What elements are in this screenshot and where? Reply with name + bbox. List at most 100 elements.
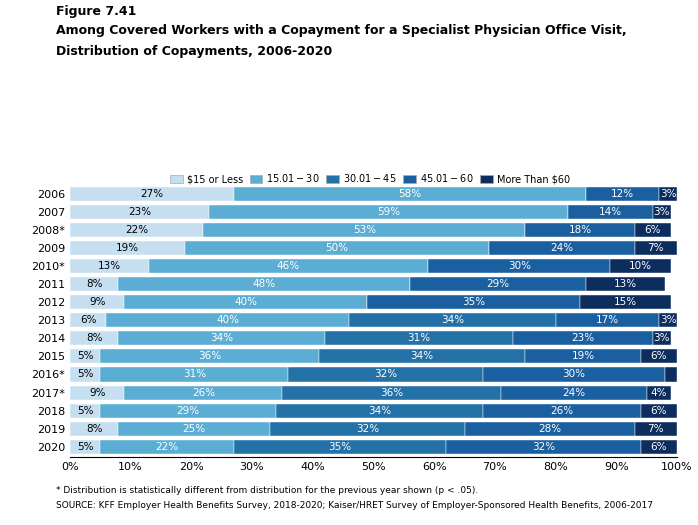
Bar	[653, 331, 671, 345]
Text: 26%: 26%	[192, 387, 215, 397]
Bar	[203, 223, 525, 237]
Text: 48%: 48%	[253, 279, 276, 289]
Bar	[659, 313, 677, 327]
Text: 12%: 12%	[611, 188, 634, 198]
Bar	[641, 349, 677, 363]
Text: 3%: 3%	[660, 188, 676, 198]
Bar	[525, 349, 641, 363]
Text: 15%: 15%	[614, 297, 637, 307]
Text: 35%: 35%	[329, 442, 352, 452]
Bar	[288, 368, 483, 382]
Bar	[119, 331, 325, 345]
Bar	[119, 277, 410, 291]
Text: 13%: 13%	[98, 261, 121, 271]
Text: 13%: 13%	[614, 279, 637, 289]
Bar	[659, 187, 677, 201]
Bar	[665, 368, 677, 382]
Bar	[270, 422, 465, 436]
Text: 30%: 30%	[563, 370, 586, 380]
Bar	[70, 259, 149, 273]
Bar	[234, 187, 586, 201]
Bar	[428, 259, 610, 273]
Bar	[70, 331, 119, 345]
Bar	[489, 241, 634, 255]
Bar	[653, 205, 671, 219]
Bar	[276, 404, 483, 418]
Text: 6%: 6%	[80, 315, 96, 326]
Bar	[634, 241, 677, 255]
Text: Distribution of Copayments, 2006-2020: Distribution of Copayments, 2006-2020	[56, 45, 332, 58]
Text: 24%: 24%	[550, 243, 573, 253]
Bar	[319, 349, 525, 363]
Text: 3%: 3%	[653, 207, 670, 217]
Text: 40%: 40%	[216, 315, 239, 326]
Bar	[101, 440, 234, 454]
Bar	[525, 223, 634, 237]
Bar	[325, 331, 513, 345]
Text: 50%: 50%	[325, 243, 348, 253]
Text: 34%: 34%	[368, 406, 391, 416]
Text: 22%: 22%	[125, 225, 148, 235]
Text: 5%: 5%	[77, 351, 94, 361]
Text: 36%: 36%	[380, 387, 403, 397]
Bar	[483, 404, 641, 418]
Text: 3%: 3%	[660, 315, 676, 326]
Text: 22%: 22%	[156, 442, 179, 452]
Bar	[70, 223, 203, 237]
Text: 17%: 17%	[595, 315, 619, 326]
Bar	[70, 241, 185, 255]
Bar	[70, 205, 209, 219]
Text: 9%: 9%	[89, 387, 105, 397]
Bar	[634, 422, 677, 436]
Bar	[149, 259, 428, 273]
Text: 7%: 7%	[648, 424, 664, 434]
Text: 36%: 36%	[198, 351, 221, 361]
Text: 19%: 19%	[572, 351, 595, 361]
Bar	[567, 205, 653, 219]
Bar	[70, 385, 124, 400]
Text: 5%: 5%	[77, 406, 94, 416]
Bar	[641, 404, 677, 418]
Text: 32%: 32%	[374, 370, 397, 380]
Bar	[70, 313, 106, 327]
Text: 6%: 6%	[651, 351, 667, 361]
Bar	[610, 259, 671, 273]
Bar	[70, 349, 101, 363]
Bar	[185, 241, 489, 255]
Text: 29%: 29%	[177, 406, 200, 416]
Text: 9%: 9%	[89, 297, 105, 307]
Legend: $15 or Less, $15.01 - $30, $30.01 - $45, $45.01 - $60, More Than $60: $15 or Less, $15.01 - $30, $30.01 - $45,…	[168, 170, 572, 186]
Bar	[106, 313, 349, 327]
Text: 6%: 6%	[651, 442, 667, 452]
Bar	[124, 385, 282, 400]
Text: 25%: 25%	[183, 424, 206, 434]
Text: 31%: 31%	[183, 370, 206, 380]
Bar	[124, 295, 367, 309]
Text: 23%: 23%	[128, 207, 151, 217]
Bar	[209, 205, 567, 219]
Bar	[556, 313, 659, 327]
Text: 34%: 34%	[441, 315, 464, 326]
Bar	[646, 385, 671, 400]
Bar	[101, 349, 319, 363]
Text: 24%: 24%	[563, 387, 586, 397]
Bar	[101, 404, 276, 418]
Text: 26%: 26%	[550, 406, 573, 416]
Bar	[483, 368, 665, 382]
Bar	[234, 440, 446, 454]
Text: 7%: 7%	[648, 243, 664, 253]
Bar	[70, 368, 101, 382]
Text: 32%: 32%	[532, 442, 555, 452]
Bar	[446, 440, 641, 454]
Bar	[465, 422, 634, 436]
Bar	[580, 295, 671, 309]
Bar	[367, 295, 580, 309]
Bar	[513, 331, 653, 345]
Text: 8%: 8%	[86, 279, 103, 289]
Bar	[641, 440, 677, 454]
Text: 27%: 27%	[140, 188, 163, 198]
Bar	[349, 313, 556, 327]
Text: 59%: 59%	[377, 207, 400, 217]
Bar	[70, 422, 119, 436]
Bar	[634, 223, 671, 237]
